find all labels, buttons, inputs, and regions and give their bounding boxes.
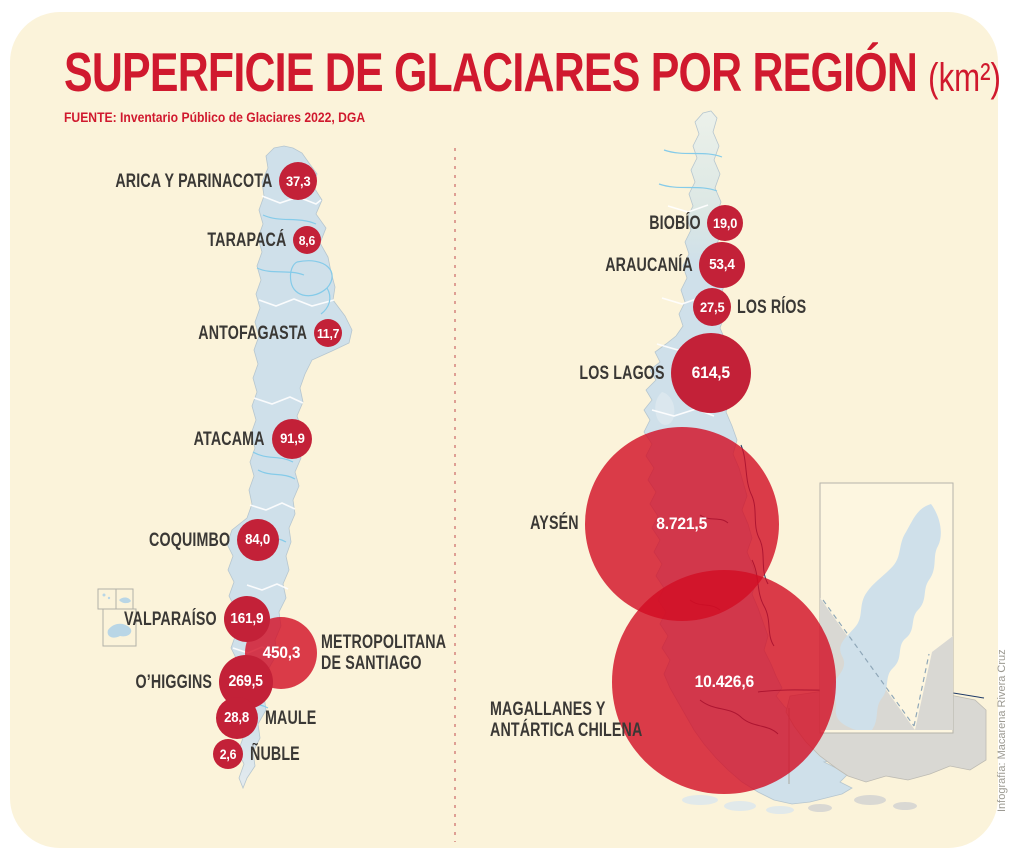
region-label-maule: MAULE — [265, 707, 317, 729]
bubble-los-lagos: 614,5 — [671, 333, 751, 413]
region-label-antofagasta: ANTOFAGASTA — [198, 322, 307, 344]
region-label-atacama: ATACAMA — [194, 428, 265, 450]
region-label-arica-y-parinacota: ARICA Y PARINACOTA — [114, 170, 272, 192]
region-label-magallanes-y-antartica-chilena: MAGALLANES Y ANTÁRTICA CHILENA — [490, 699, 643, 741]
antarctic-peninsula — [832, 504, 941, 730]
region-label-coquimbo: COQUIMBO — [148, 529, 230, 551]
region-label-nuble: ÑUBLE — [250, 743, 300, 765]
bubble-biobio: 19,0 — [707, 205, 743, 241]
bubble-atacama: 91,9 — [272, 419, 312, 459]
bubble-antofagasta: 11,7 — [314, 319, 342, 347]
dotted-divider-line — [454, 148, 456, 842]
bubble-value-valparaiso: 161,9 — [230, 611, 264, 627]
south-archipelago-islands — [682, 795, 917, 814]
bubble-value-nuble: 2,6 — [219, 746, 237, 762]
bubble-value-magallanes-y-antartica-chilena: 10.426,6 — [694, 672, 754, 691]
bubble-value-los-rios: 27,5 — [699, 299, 725, 315]
region-label-valparaiso: VALPARAÍSO — [124, 608, 217, 630]
bubble-value-atacama: 91,9 — [279, 431, 305, 447]
bubble-value-ohiggins: 269,5 — [228, 673, 264, 690]
bubble-aysen: 8.721,5 — [585, 427, 779, 621]
source-note: FUENTE: Inventario Público de Glaciares … — [64, 109, 366, 125]
antarctica-inset — [819, 482, 954, 734]
page-title: SUPERFICIE DE GLACIARES POR REGIÓN (km²) — [64, 41, 1001, 103]
bubble-value-antofagasta: 11,7 — [316, 325, 340, 341]
bubble-value-aysen: 8.721,5 — [656, 514, 708, 533]
region-label-biobio: BIOBÍO — [649, 212, 701, 234]
title-unit: (km²) — [928, 56, 1001, 100]
bubble-value-arica-y-parinacota: 37,3 — [285, 173, 311, 189]
bubble-araucania: 53,4 — [699, 242, 745, 288]
bubble-coquimbo: 84,0 — [237, 519, 279, 561]
region-label-los-rios: LOS RÍOS — [737, 296, 807, 318]
bubble-value-maule: 28,8 — [224, 710, 250, 726]
region-label-araucania: ARAUCANÍA — [605, 254, 693, 276]
header: SUPERFICIE DE GLACIARES POR REGIÓN (km²)… — [64, 41, 1024, 125]
bubble-arica-y-parinacota: 37,3 — [279, 162, 317, 200]
region-label-los-lagos: LOS LAGOS — [579, 362, 665, 384]
map-south-rivers — [658, 149, 723, 192]
bubble-los-rios: 27,5 — [693, 288, 731, 326]
bubble-tarapaca: 8,6 — [293, 226, 321, 254]
bubble-value-araucania: 53,4 — [709, 257, 735, 273]
bubble-value-coquimbo: 84,0 — [245, 532, 271, 548]
bubble-value-biobio: 19,0 — [712, 215, 738, 231]
credit-vertical: Infografía: Macarena Rivera Cruz — [996, 649, 1008, 812]
bubble-valparaiso: 161,9 — [224, 596, 270, 642]
islands-inset — [97, 588, 137, 647]
bubble-value-los-lagos: 614,5 — [691, 363, 731, 382]
bubble-maule: 28,8 — [216, 697, 258, 739]
region-label-aysen: AYSÉN — [530, 512, 579, 534]
region-label-ohiggins: O’HIGGINS — [135, 671, 212, 693]
bubble-nuble: 2,6 — [213, 739, 243, 769]
title-text: SUPERFICIE DE GLACIARES POR REGIÓN — [64, 41, 918, 103]
region-label-tarapaca: TARAPACÁ — [206, 229, 286, 251]
chiloe-island — [655, 392, 675, 425]
region-label-metropolitana-de-santiago: METROPOLITANA DE SANTIAGO — [321, 632, 447, 674]
bubble-value-tarapaca: 8,6 — [298, 232, 316, 248]
bubble-value-metropolitana-de-santiago: 450,3 — [262, 643, 300, 662]
